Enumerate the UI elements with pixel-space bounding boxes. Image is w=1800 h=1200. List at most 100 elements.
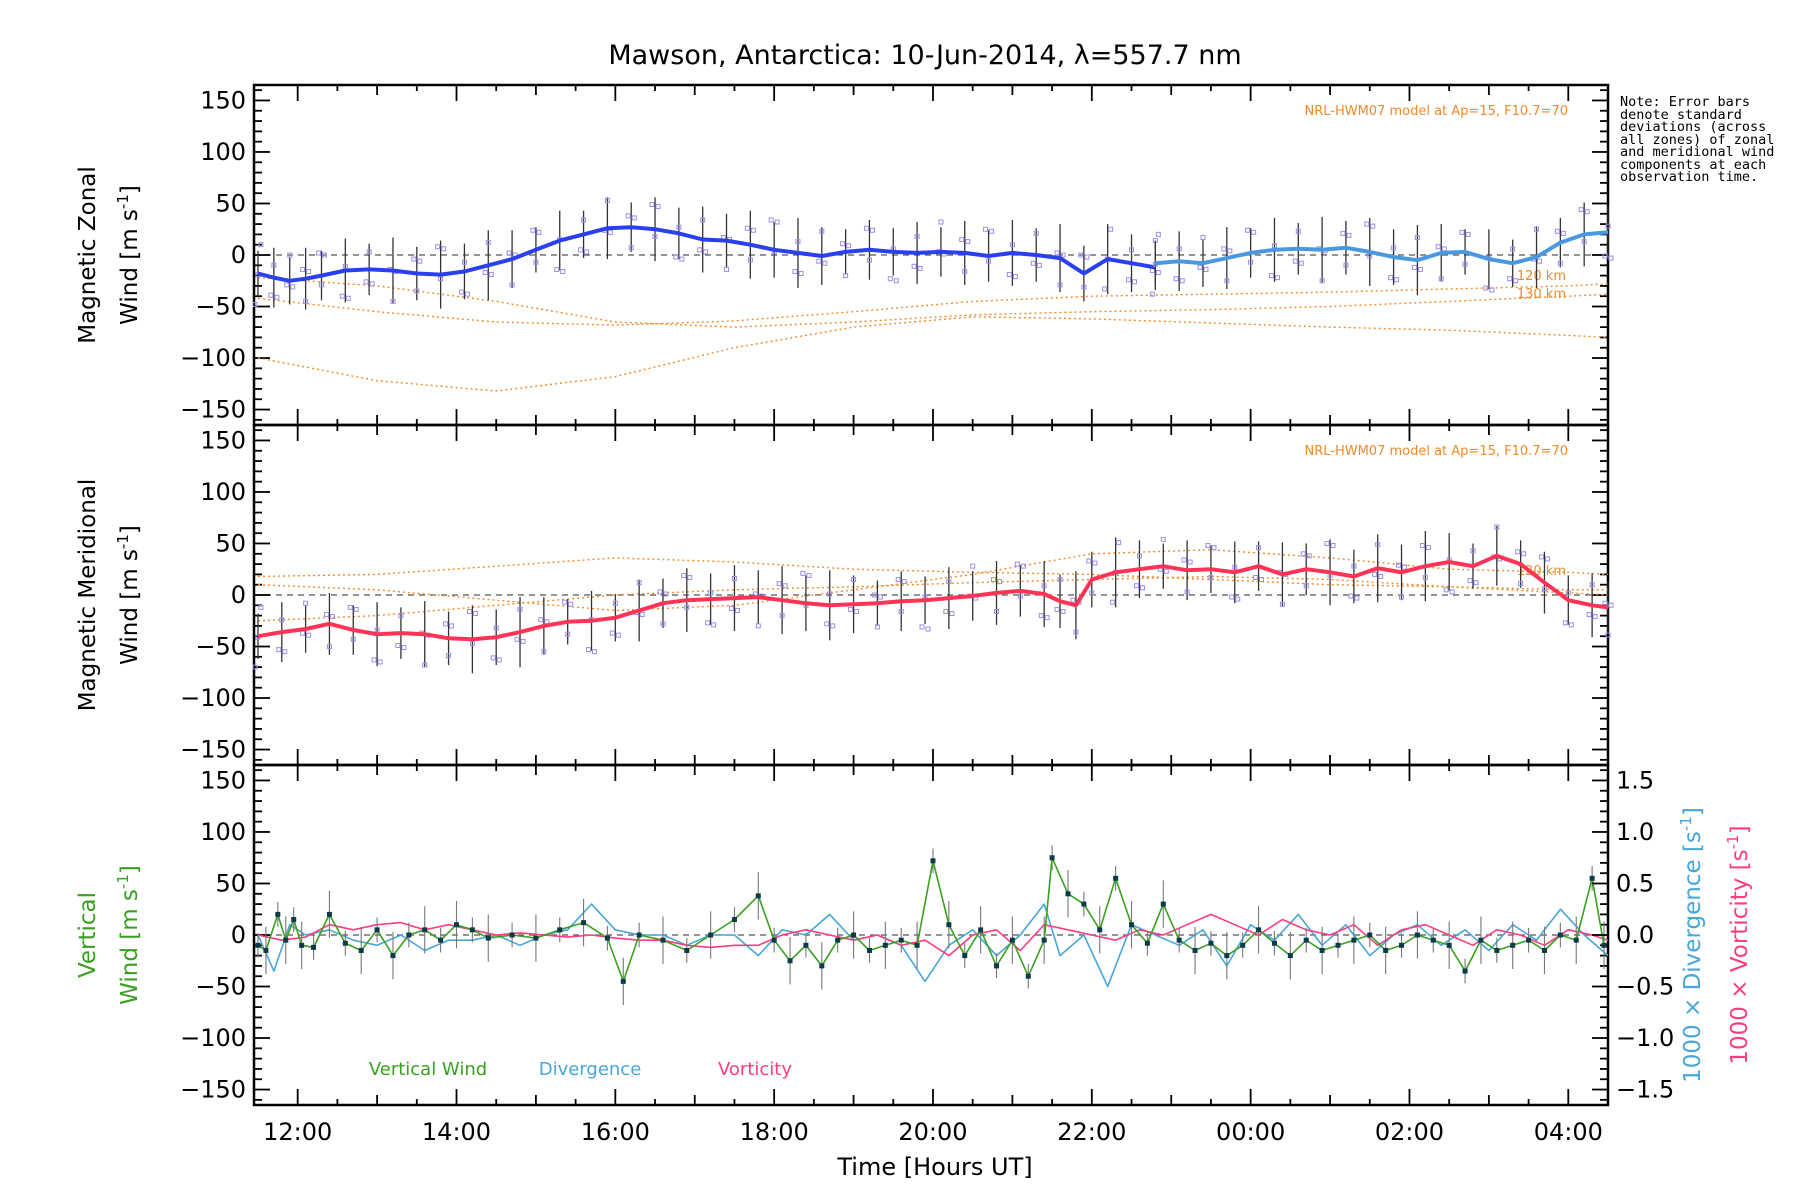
zone-sample bbox=[554, 266, 560, 272]
zone-sample bbox=[1538, 554, 1544, 560]
zone-sample bbox=[687, 574, 693, 580]
zone-sample bbox=[774, 219, 780, 225]
vertical-wind-point bbox=[1271, 940, 1277, 946]
zone-sample bbox=[938, 219, 944, 225]
zone-sample bbox=[607, 229, 613, 235]
zone-sample bbox=[959, 237, 965, 243]
zone-sample bbox=[1367, 253, 1373, 259]
zone-sample bbox=[1417, 266, 1423, 272]
zone-sample bbox=[776, 581, 782, 587]
legend-item: Divergence bbox=[539, 1059, 642, 1080]
right-tick-label: 0.5 bbox=[1616, 869, 1654, 897]
right-axis-label-vorticity: 1000 × Vorticity [s-1] bbox=[1724, 825, 1753, 1064]
zone-sample bbox=[1584, 209, 1590, 215]
zone-sample bbox=[1608, 255, 1614, 261]
vertical-wind-point bbox=[1383, 947, 1389, 953]
right-axis-label-divergence: 1000 × Divergence [s-1] bbox=[1677, 807, 1706, 1083]
zone-sample bbox=[1396, 562, 1402, 568]
zone-sample bbox=[1253, 574, 1259, 580]
zone-sample bbox=[1537, 258, 1543, 264]
zone-sample bbox=[1155, 270, 1161, 276]
zone-sample bbox=[1375, 542, 1381, 548]
zone-sample bbox=[768, 217, 774, 223]
zone-sample bbox=[1507, 276, 1513, 282]
zone-sample bbox=[636, 580, 642, 586]
vertical-wind-point bbox=[1589, 875, 1595, 881]
zone-sample bbox=[970, 563, 976, 569]
vertical-wind-point bbox=[1557, 932, 1563, 938]
vertical-wind-line bbox=[257, 856, 1605, 983]
zone-sample bbox=[282, 649, 288, 655]
zone-sample bbox=[1232, 564, 1238, 570]
zone-sample bbox=[731, 576, 737, 582]
zone-sample bbox=[1205, 543, 1211, 549]
zone-sample bbox=[469, 640, 475, 646]
zone-sample bbox=[946, 579, 952, 585]
zone-sample bbox=[560, 268, 566, 274]
vertical-wind-point bbox=[469, 927, 475, 933]
vertical-wind-point bbox=[1097, 927, 1103, 933]
vertical-wind-point bbox=[1065, 891, 1071, 897]
zone-sample bbox=[449, 623, 455, 629]
zone-sample bbox=[866, 257, 872, 263]
zone-sample bbox=[422, 662, 428, 668]
zone-sample bbox=[1038, 613, 1044, 619]
vertical-wind-point bbox=[374, 927, 380, 933]
zone-sample bbox=[898, 608, 904, 614]
zone-sample bbox=[1459, 229, 1465, 235]
zone-sample bbox=[1330, 543, 1336, 549]
zone-sample bbox=[1235, 596, 1241, 602]
zone-sample bbox=[306, 632, 312, 638]
vertical-wind-point bbox=[1462, 968, 1468, 974]
y-tick-label: 0 bbox=[231, 581, 246, 609]
zone-sample bbox=[568, 601, 574, 607]
right-tick-label: −1.5 bbox=[1616, 1076, 1674, 1104]
zone-sample bbox=[374, 627, 380, 633]
vertical-wind-point bbox=[1192, 947, 1198, 953]
zone-sample bbox=[329, 614, 335, 620]
vertical-wind-point bbox=[422, 927, 428, 933]
zone-sample bbox=[287, 252, 293, 258]
y-axis-label: Vertical bbox=[75, 892, 101, 978]
zone-sample bbox=[1126, 277, 1132, 283]
zone-sample bbox=[1465, 231, 1471, 237]
zone-sample bbox=[615, 632, 621, 638]
zone-sample bbox=[800, 570, 806, 576]
vertical-wind-point bbox=[390, 953, 396, 959]
zone-sample bbox=[1160, 536, 1166, 542]
zone-sample bbox=[795, 239, 801, 245]
vertical-wind-point bbox=[636, 932, 642, 938]
model-curve bbox=[257, 277, 1609, 328]
zone-sample bbox=[1372, 571, 1378, 577]
zone-sample bbox=[1012, 274, 1018, 280]
zone-sample bbox=[326, 644, 332, 650]
zone-sample bbox=[649, 202, 655, 208]
zone-sample bbox=[1515, 549, 1521, 555]
zone-sample bbox=[1438, 276, 1444, 282]
zone-sample bbox=[874, 624, 880, 630]
vertical-wind-point bbox=[263, 947, 269, 953]
zone-sample bbox=[679, 256, 685, 262]
zone-sample bbox=[1494, 524, 1500, 530]
vertical-wind-point bbox=[1009, 937, 1015, 943]
right-tick-label: 0.0 bbox=[1616, 921, 1654, 949]
vertical-wind-point bbox=[1176, 937, 1182, 943]
zone-sample bbox=[395, 642, 401, 648]
zone-sample bbox=[612, 600, 618, 606]
zone-sample bbox=[322, 252, 328, 258]
zone-sample bbox=[1057, 577, 1063, 583]
zone-sample bbox=[541, 649, 547, 655]
zone-sample bbox=[1184, 589, 1190, 595]
zonal-wind-line bbox=[1155, 230, 1609, 266]
zone-sample bbox=[1251, 229, 1257, 235]
zone-sample bbox=[779, 613, 785, 619]
zone-sample bbox=[1073, 629, 1079, 635]
zone-sample bbox=[1298, 260, 1304, 266]
zone-sample bbox=[1245, 227, 1251, 233]
vertical-wind-point bbox=[930, 858, 936, 864]
zone-sample bbox=[1006, 272, 1012, 278]
zone-sample bbox=[1163, 568, 1169, 574]
zone-sample bbox=[744, 225, 750, 231]
zone-sample bbox=[466, 608, 472, 614]
zone-sample bbox=[895, 577, 901, 583]
